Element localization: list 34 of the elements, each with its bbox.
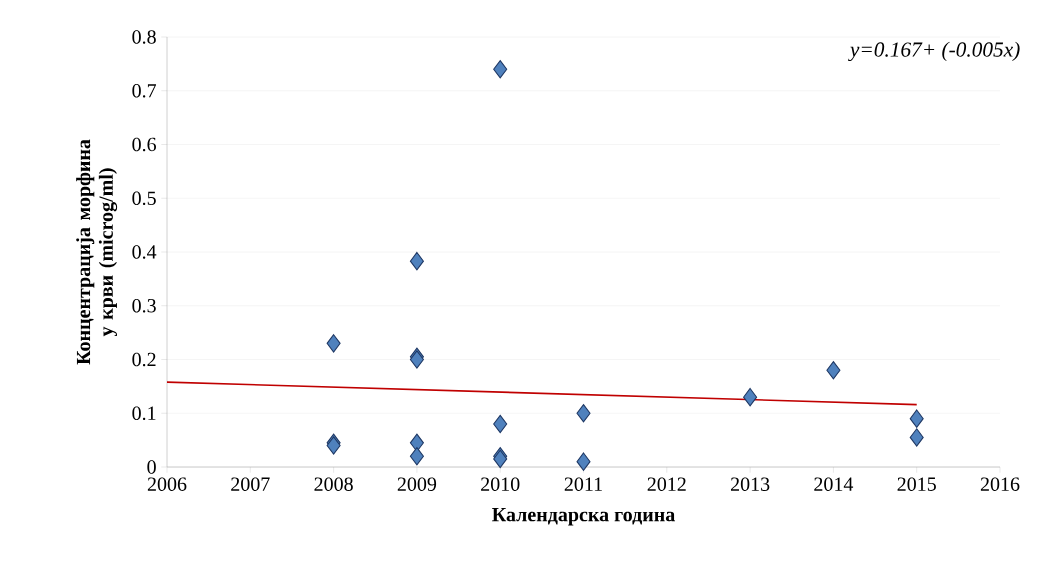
y-tick-label: 0.5: [132, 191, 156, 206]
x-tick-label: 2007: [231, 477, 270, 491]
x-tick-label: 2015: [897, 477, 936, 491]
point: [909, 428, 924, 447]
point: [576, 404, 591, 423]
y-tick-label: 0.1: [132, 406, 156, 421]
point: [409, 447, 424, 466]
y-tick-label: 0.8: [132, 30, 156, 44]
y-tick-label: 0.2: [132, 352, 156, 367]
point: [493, 414, 508, 434]
y-tick-label: 0.3: [132, 298, 156, 313]
point: [909, 409, 924, 428]
x-tick-label: 2016: [980, 477, 1020, 491]
y-tick-label: 0.7: [132, 83, 157, 98]
y-tick-label: 0: [147, 460, 156, 474]
point: [743, 387, 758, 407]
y-tick-label: 0.6: [132, 137, 157, 152]
x-tick-label: 2013: [730, 477, 770, 491]
x-tick-label: 2014: [814, 477, 854, 491]
point: [826, 361, 841, 380]
x-axis-title: Календарска година: [492, 508, 675, 526]
x-tick-label: 2006: [147, 477, 187, 491]
x-tick-label: 2009: [397, 477, 437, 491]
point: [409, 251, 424, 271]
annotation: y=0.167+ (-0.005x): [848, 41, 1020, 62]
x-tick-label: 2012: [647, 477, 686, 491]
y-tick-label: 0.4: [132, 245, 157, 259]
y-axis-title: Концентрација морфина у крви (microg/ml): [76, 139, 118, 365]
x-tick-label: 2010: [481, 477, 520, 491]
x-tick-label: 2008: [314, 477, 353, 491]
point: [326, 334, 341, 353]
point: [493, 60, 508, 79]
point: [576, 452, 591, 471]
x-tick-label: 2011: [564, 477, 602, 491]
